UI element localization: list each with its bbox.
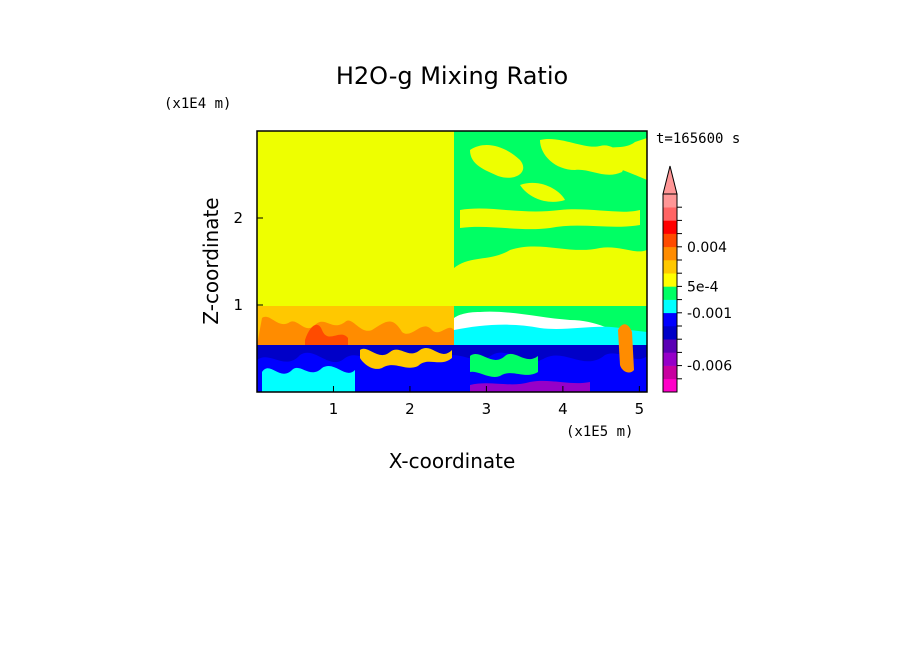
field-boundary-orange-right bbox=[618, 324, 634, 373]
x-unit-label: (x1E5 m) bbox=[566, 424, 633, 440]
colorbar-segment bbox=[663, 286, 677, 300]
field-orange-peak bbox=[305, 324, 348, 345]
colorbar-segment bbox=[663, 260, 677, 274]
colorbar-segment bbox=[663, 246, 677, 261]
colorbar-segment bbox=[663, 365, 677, 380]
heatmap-field bbox=[257, 131, 647, 392]
field-right-yellow-6 bbox=[600, 138, 647, 180]
x-ticks: 1 2 3 4 5 bbox=[329, 386, 644, 418]
y-axis-label: Z-coordinate bbox=[199, 197, 223, 324]
colorbar-segment bbox=[663, 273, 677, 287]
colorbar-labels: 0.004 5e-4 -0.001 -0.006 bbox=[687, 240, 732, 375]
colorbar-segment bbox=[663, 207, 677, 221]
plot-frame bbox=[256, 130, 648, 393]
colorbar-label: 5e-4 bbox=[687, 279, 719, 295]
colorbar-label: -0.006 bbox=[687, 359, 732, 375]
colorbar-segment bbox=[663, 339, 677, 353]
colorbar-segment bbox=[663, 378, 677, 393]
time-label: t=165600 s bbox=[656, 131, 740, 147]
colorbar bbox=[663, 194, 682, 393]
colorbar-segment bbox=[663, 352, 677, 366]
colorbar-segment bbox=[663, 233, 677, 248]
field-right-yellow-2 bbox=[470, 145, 524, 178]
field-green-mid bbox=[454, 306, 647, 345]
colorbar-segment bbox=[663, 312, 677, 327]
colorbar-segment bbox=[663, 194, 677, 208]
x-tick-label: 2 bbox=[405, 400, 415, 418]
colorbar-frame bbox=[662, 193, 678, 393]
colorbar-label: 0.004 bbox=[687, 240, 727, 256]
field-boundary-orange bbox=[360, 348, 452, 369]
y-ticks: 12 bbox=[233, 209, 263, 314]
field-boundary-green bbox=[470, 353, 538, 377]
colorbar-extend-arrow bbox=[662, 165, 678, 195]
chart-title: H2O-g Mixing Ratio bbox=[336, 62, 568, 90]
x-tick-label: 4 bbox=[558, 400, 568, 418]
field-right-yellow-4 bbox=[520, 182, 565, 202]
colorbar-segment bbox=[663, 299, 677, 314]
field-right-yellow-5 bbox=[460, 208, 640, 230]
field-upper-left bbox=[257, 131, 454, 306]
colorbar-segment bbox=[663, 220, 677, 234]
field-right-yellow-3 bbox=[540, 138, 625, 175]
colorbar-label: -0.001 bbox=[687, 306, 732, 322]
colorbar-segment bbox=[663, 326, 677, 340]
x-tick-label: 1 bbox=[329, 400, 339, 418]
y-unit-label: (x1E4 m) bbox=[164, 96, 231, 112]
y-tick-label: 2 bbox=[233, 209, 243, 227]
field-boundary-cyan bbox=[262, 366, 355, 392]
field-boundary-magenta bbox=[470, 380, 590, 392]
x-axis-label: X-coordinate bbox=[389, 449, 516, 473]
y-tick-label: 1 bbox=[233, 296, 243, 314]
field-right-yellow-1 bbox=[454, 246, 647, 306]
x-tick-label: 3 bbox=[482, 400, 492, 418]
x-tick-label: 5 bbox=[635, 400, 645, 418]
